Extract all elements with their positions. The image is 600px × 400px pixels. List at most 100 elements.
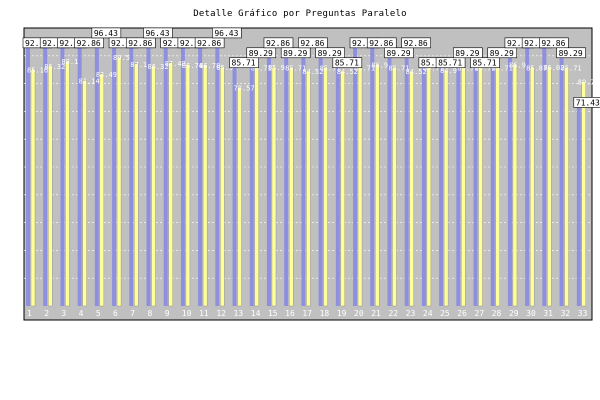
data-label-series-a: 85.71 bbox=[335, 59, 359, 68]
data-label-series-b: 85.71 bbox=[354, 65, 375, 73]
bar-series-b bbox=[461, 67, 466, 307]
data-label-series-a: 89.29 bbox=[283, 49, 307, 58]
bar-series-a bbox=[129, 47, 134, 306]
bar-series-a bbox=[404, 47, 409, 306]
data-label-series-a: 89.29 bbox=[386, 49, 410, 58]
y-tick-label: 70 bbox=[10, 107, 20, 116]
bar-series-a bbox=[318, 57, 323, 306]
x-tick-label: 7 bbox=[130, 309, 135, 318]
data-label-series-a: 89.29 bbox=[318, 49, 342, 58]
bar-series-a bbox=[525, 47, 530, 306]
data-label-series-a: 92.86 bbox=[369, 39, 393, 48]
data-label-series-b: 88.1 bbox=[61, 58, 78, 66]
data-label-series-b: 86.02 bbox=[543, 64, 564, 72]
data-label-series-b: 85.71 bbox=[457, 65, 478, 73]
x-tick-label: 12 bbox=[216, 309, 226, 318]
data-label-series-a: 85.71 bbox=[421, 59, 445, 68]
bar-series-b bbox=[392, 67, 397, 307]
data-label-box bbox=[384, 47, 414, 59]
bar-series-a bbox=[146, 37, 151, 307]
chart-title: Detalle Gráfico por Preguntas Paralelo bbox=[193, 9, 407, 19]
data-label-series-a: 92.86 bbox=[163, 39, 187, 48]
data-label-series-a: 92.86 bbox=[180, 39, 204, 48]
bar-series-b bbox=[151, 65, 156, 307]
bar-series-b bbox=[547, 66, 552, 307]
data-label-box bbox=[539, 37, 569, 49]
bar-series-b bbox=[529, 67, 535, 307]
bar-series-a bbox=[26, 47, 30, 306]
bar-series-b bbox=[288, 67, 294, 307]
data-label-box bbox=[315, 47, 345, 59]
bar-series-b bbox=[323, 67, 328, 307]
y-tick-label: 20 bbox=[10, 246, 20, 255]
data-label-series-b: 86.9 bbox=[509, 61, 526, 69]
bar-series-b bbox=[443, 69, 449, 307]
data-label-series-b: 80.77 bbox=[578, 78, 599, 86]
x-tick-label: 28 bbox=[492, 309, 502, 318]
x-tick-label: 19 bbox=[337, 309, 347, 318]
x-tick-label: 15 bbox=[268, 309, 278, 318]
bar-series-a bbox=[335, 67, 340, 306]
data-label-series-b: 85.9 bbox=[216, 64, 233, 72]
data-label-series-b: 85.87 bbox=[526, 64, 547, 72]
data-label-series-b: 85.71 bbox=[492, 65, 513, 73]
data-label-series-a: 92.86 bbox=[59, 39, 83, 48]
x-tick-label: 6 bbox=[113, 309, 118, 318]
x-tick-label: 1 bbox=[27, 309, 32, 318]
data-label-series-b: 84.52 bbox=[302, 68, 323, 76]
bar-series-a bbox=[542, 47, 547, 306]
bar-series-b bbox=[340, 70, 346, 307]
data-label-box bbox=[573, 97, 600, 108]
data-label-series-b: 85.16 bbox=[27, 66, 48, 74]
y-tick-label: 30 bbox=[10, 219, 20, 228]
x-tick-label: 33 bbox=[578, 309, 588, 318]
data-label-series-a: 89.29 bbox=[455, 49, 479, 58]
data-label-box bbox=[74, 37, 104, 49]
x-tick-label: 17 bbox=[302, 309, 312, 318]
data-label-box bbox=[263, 37, 294, 49]
data-label-series-a: 92.86 bbox=[197, 39, 221, 48]
data-label-series-b: 81.14 bbox=[79, 77, 100, 85]
data-label-box bbox=[487, 47, 518, 59]
y-tick-label: 50 bbox=[10, 163, 20, 172]
bar-series-b bbox=[581, 81, 586, 307]
bar-series-a bbox=[456, 57, 461, 306]
x-tick-label: 23 bbox=[406, 309, 416, 318]
y-tick-label: 10 bbox=[10, 274, 20, 283]
data-label-series-a: 92.86 bbox=[352, 39, 376, 48]
data-label-series-b: 85.9 bbox=[268, 64, 285, 72]
bar-series-a bbox=[370, 47, 375, 306]
x-tick-label: 14 bbox=[251, 309, 261, 318]
x-tick-label: 31 bbox=[543, 309, 553, 318]
data-label-series-a: 92.86 bbox=[524, 39, 548, 48]
bar-series-b bbox=[202, 64, 208, 307]
bar-series-a bbox=[94, 37, 99, 307]
x-tick-label: 32 bbox=[561, 309, 571, 318]
x-tick-label: 30 bbox=[526, 309, 536, 318]
data-label-series-a: 92.86 bbox=[111, 39, 135, 48]
data-label-series-b: 84.9 bbox=[440, 67, 457, 75]
data-label-box bbox=[91, 27, 122, 39]
data-label-box bbox=[143, 27, 173, 39]
data-label-box bbox=[453, 47, 483, 59]
data-label-series-a: 92.86 bbox=[541, 39, 565, 48]
x-tick-label: 18 bbox=[320, 309, 330, 318]
data-label-series-a: 92.86 bbox=[404, 39, 428, 48]
y-tick-label: 90 bbox=[10, 52, 20, 61]
bar-series-a bbox=[249, 57, 254, 306]
bar-series-a bbox=[60, 47, 65, 306]
bar-series-a bbox=[163, 47, 168, 306]
bar-series-b bbox=[185, 64, 191, 307]
x-tick-label: 8 bbox=[147, 309, 152, 318]
bar-series-b bbox=[168, 62, 173, 307]
bar-series-a bbox=[232, 67, 237, 306]
data-label-box bbox=[556, 47, 586, 59]
x-tick-label: 13 bbox=[234, 309, 244, 318]
bar-series-a bbox=[353, 47, 358, 306]
x-tick-label: 2 bbox=[44, 309, 49, 318]
bar-series-a bbox=[198, 47, 203, 306]
data-label-series-b: 87.1 bbox=[130, 61, 147, 69]
data-label-box bbox=[125, 37, 156, 49]
data-label-series-b: 89.5 bbox=[113, 54, 130, 62]
bar-series-b bbox=[426, 67, 432, 307]
